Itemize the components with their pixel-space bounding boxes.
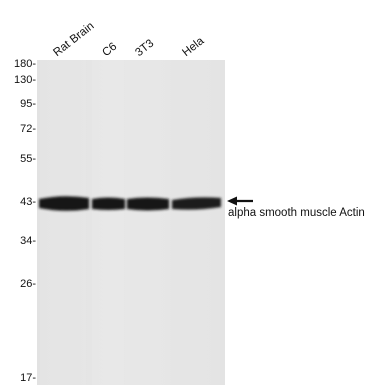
mw-marker-43: 43- [20,196,36,208]
mw-marker-34: 34- [20,235,36,247]
band-group [39,196,221,211]
band-rat-brain [39,196,89,211]
mw-marker-130: 130- [13,74,36,86]
lane-streak-3 [130,60,170,385]
mw-marker-26: 26- [20,278,36,290]
target-protein-label: alpha smooth muscle Actin [228,207,365,219]
mw-marker-180: 180- [13,58,36,70]
left-arrow-icon [227,196,253,206]
mw-marker-17: 17- [20,372,36,384]
band-hela [172,197,221,210]
mw-marker-55: 55- [20,153,36,165]
lane-streak-2 [92,60,124,385]
mw-marker-95: 95- [20,98,36,110]
band-3t3 [127,197,169,211]
lane-streak-4 [175,60,220,385]
band-c6 [92,197,125,210]
lane-streak-1 [40,60,86,385]
mw-marker-72: 72- [20,123,36,135]
